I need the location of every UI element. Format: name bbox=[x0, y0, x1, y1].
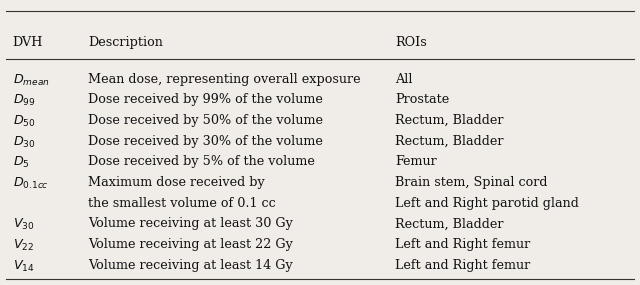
Text: Volume receiving at least 30 Gy: Volume receiving at least 30 Gy bbox=[88, 217, 293, 230]
Text: Dose received by 99% of the volume: Dose received by 99% of the volume bbox=[88, 93, 323, 106]
Text: Femur: Femur bbox=[396, 155, 437, 168]
Text: Left and Right femur: Left and Right femur bbox=[396, 238, 531, 251]
Text: All: All bbox=[396, 73, 413, 86]
Text: $D_{0.1cc}$: $D_{0.1cc}$ bbox=[13, 176, 49, 191]
Text: $D_{5}$: $D_{5}$ bbox=[13, 155, 29, 170]
Text: Volume receiving at least 14 Gy: Volume receiving at least 14 Gy bbox=[88, 259, 292, 272]
Text: Rectum, Bladder: Rectum, Bladder bbox=[396, 114, 504, 127]
Text: Dose received by 50% of the volume: Dose received by 50% of the volume bbox=[88, 114, 323, 127]
Text: Maximum dose received by: Maximum dose received by bbox=[88, 176, 265, 189]
Text: ROIs: ROIs bbox=[396, 36, 427, 49]
Text: Brain stem, Spinal cord: Brain stem, Spinal cord bbox=[396, 176, 548, 189]
Text: $D_{30}$: $D_{30}$ bbox=[13, 135, 35, 150]
Text: $D_{50}$: $D_{50}$ bbox=[13, 114, 35, 129]
Text: Description: Description bbox=[88, 36, 163, 49]
Text: $D_{mean}$: $D_{mean}$ bbox=[13, 73, 49, 88]
Text: Dose received by 5% of the volume: Dose received by 5% of the volume bbox=[88, 155, 315, 168]
Text: $V_{30}$: $V_{30}$ bbox=[13, 217, 34, 233]
Text: Mean dose, representing overall exposure: Mean dose, representing overall exposure bbox=[88, 73, 360, 86]
Text: Rectum, Bladder: Rectum, Bladder bbox=[396, 135, 504, 148]
Text: Rectum, Bladder: Rectum, Bladder bbox=[396, 217, 504, 230]
Text: $D_{99}$: $D_{99}$ bbox=[13, 93, 35, 109]
Text: Left and Right parotid gland: Left and Right parotid gland bbox=[396, 197, 579, 210]
Text: Left and Right femur: Left and Right femur bbox=[396, 259, 531, 272]
Text: Dose received by 30% of the volume: Dose received by 30% of the volume bbox=[88, 135, 323, 148]
Text: $V_{22}$: $V_{22}$ bbox=[13, 238, 34, 253]
Text: Prostate: Prostate bbox=[396, 93, 449, 106]
Text: the smallest volume of 0.1 cc: the smallest volume of 0.1 cc bbox=[88, 197, 276, 210]
Text: Volume receiving at least 22 Gy: Volume receiving at least 22 Gy bbox=[88, 238, 293, 251]
Text: $V_{14}$: $V_{14}$ bbox=[13, 259, 35, 274]
Text: DVH: DVH bbox=[13, 36, 43, 49]
